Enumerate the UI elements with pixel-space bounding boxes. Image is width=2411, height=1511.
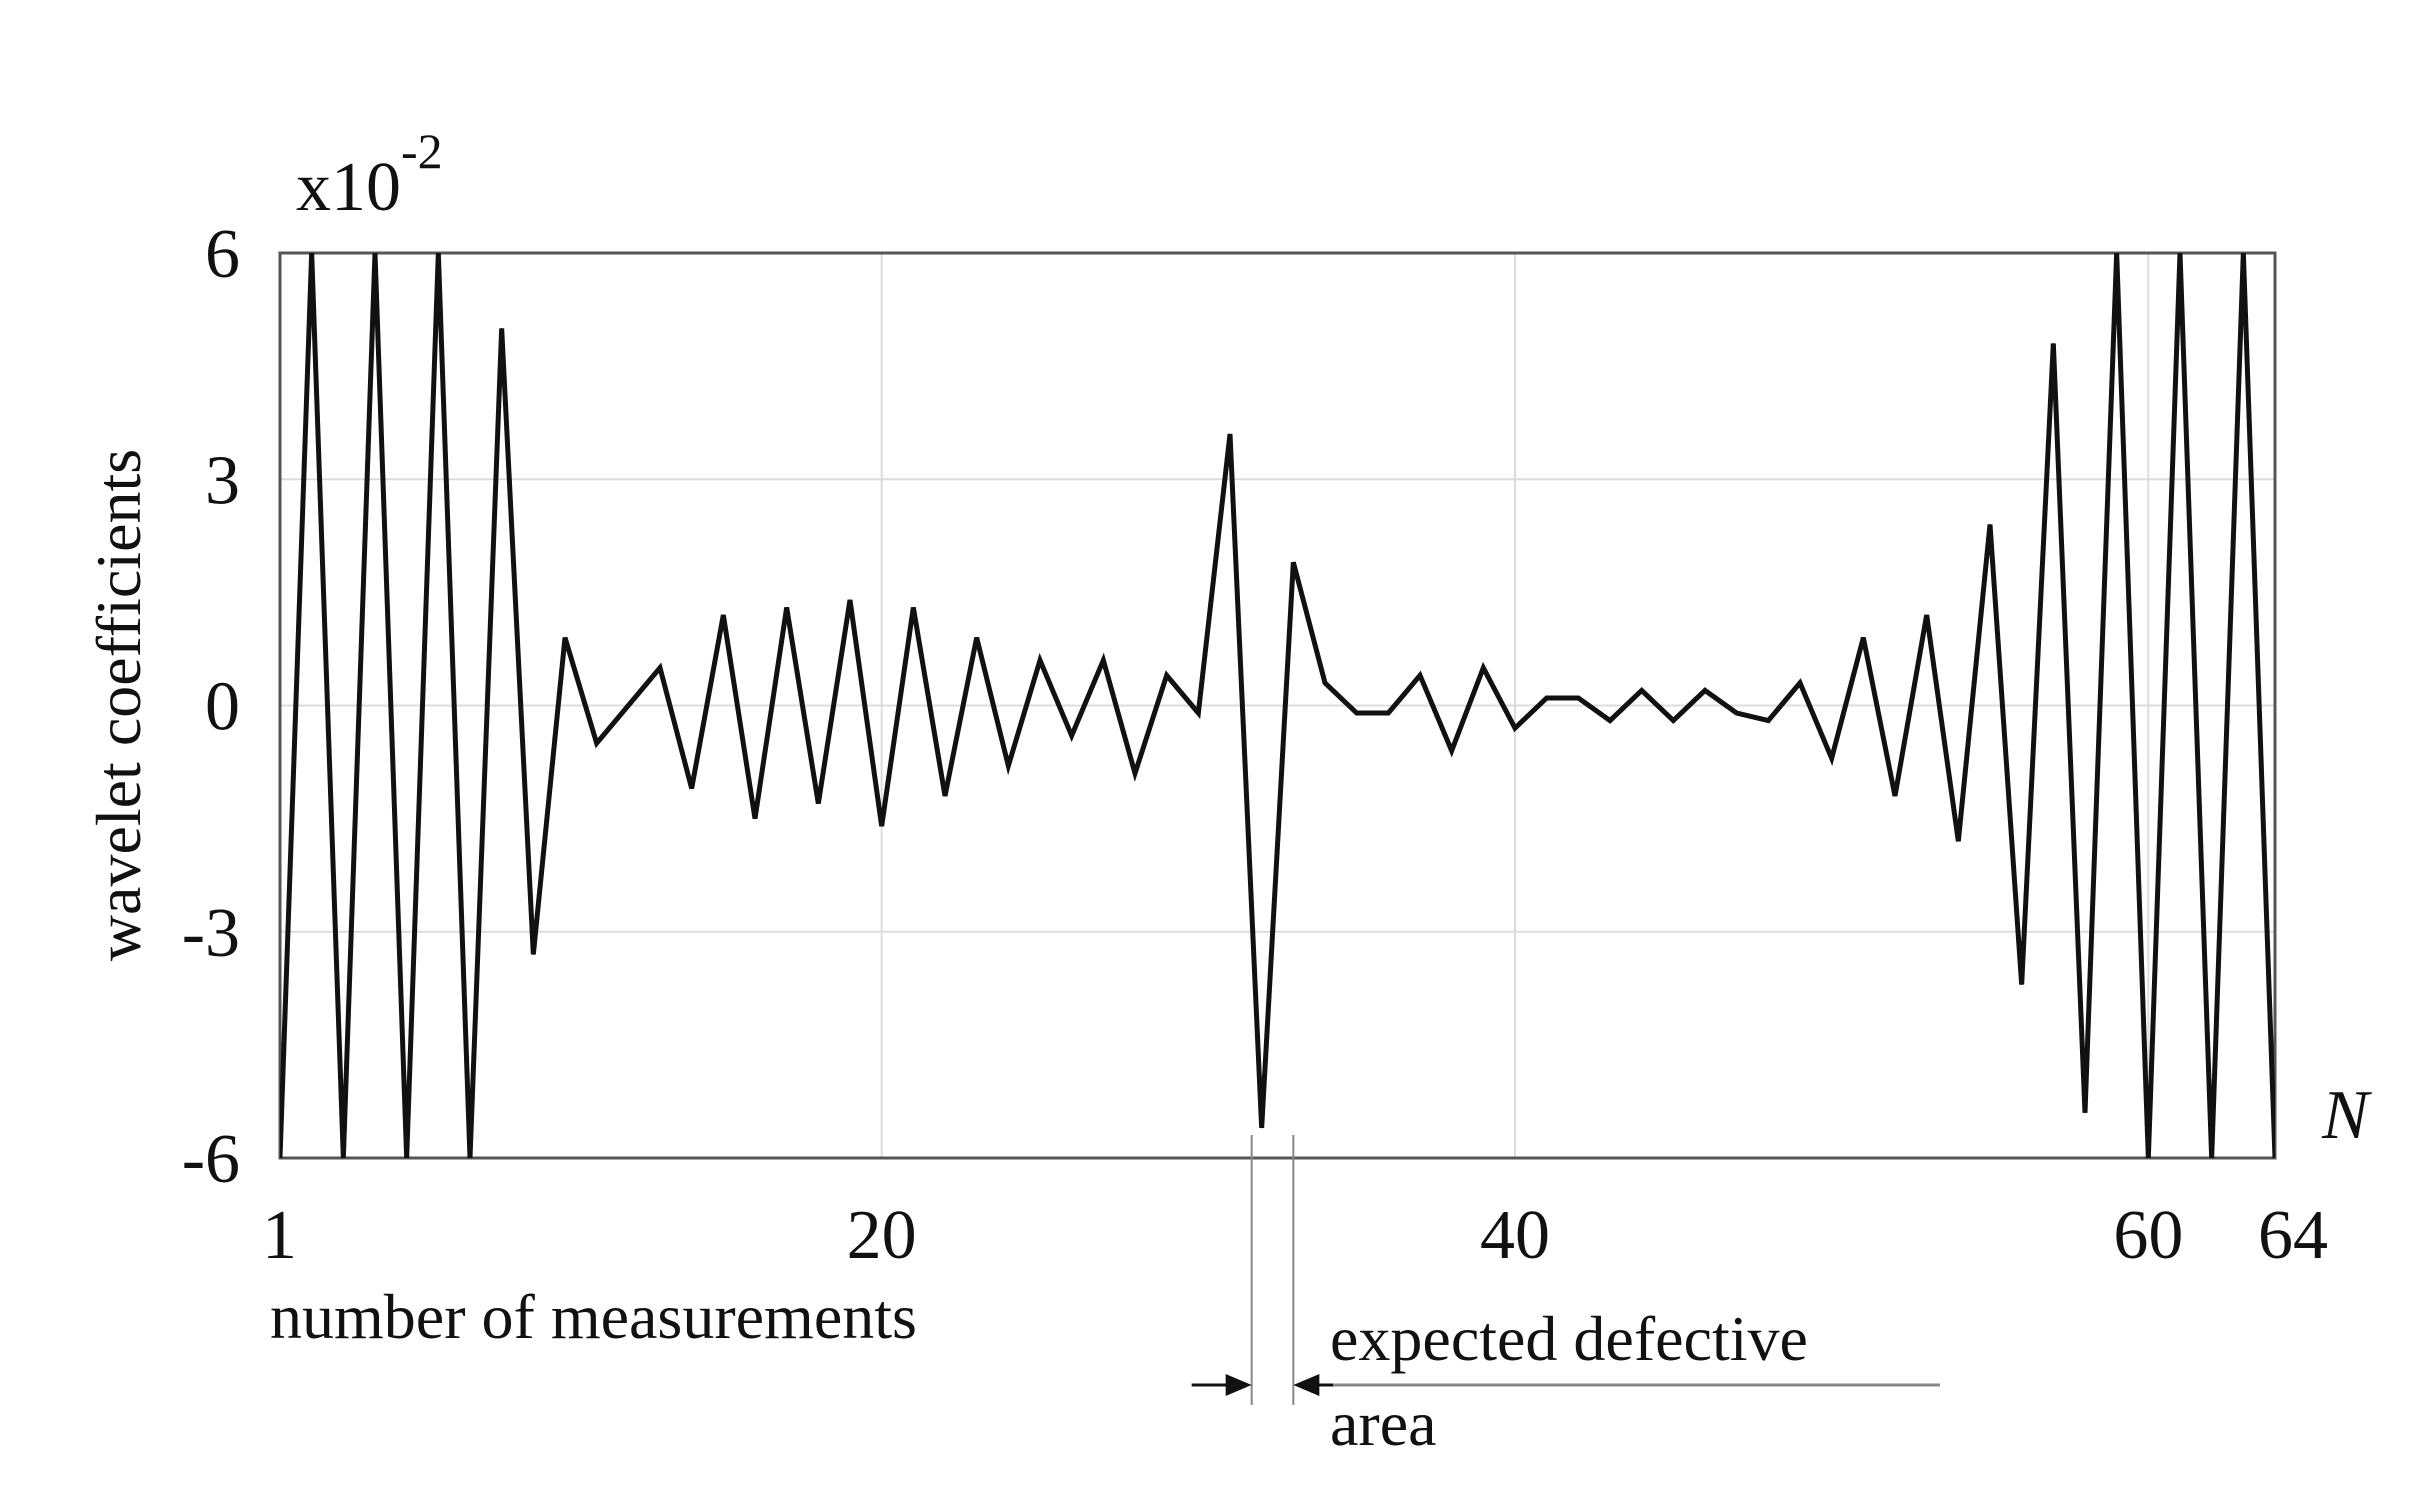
data-point <box>1926 614 1928 616</box>
scale-multiplier: x10-2 <box>296 123 443 226</box>
data-point <box>2211 1157 2213 1158</box>
data-point <box>881 825 883 827</box>
data-point <box>786 606 788 608</box>
data-point <box>1197 712 1199 714</box>
data-point <box>691 787 693 789</box>
data-point <box>374 253 376 254</box>
y-tick-label: -3 <box>182 895 240 972</box>
data-point <box>722 614 724 616</box>
data-point <box>1007 765 1009 767</box>
data-point <box>1102 659 1104 661</box>
grid-lines <box>280 253 2275 1158</box>
data-point <box>1324 682 1326 684</box>
data-point <box>1957 840 1959 842</box>
data-point <box>627 705 629 706</box>
data-point <box>1419 674 1421 676</box>
x-tick-labels: 1 20 40 60 64 <box>262 1197 2328 1274</box>
data-point <box>469 1157 471 1158</box>
data-point <box>849 599 851 601</box>
data-point <box>1261 1127 1263 1129</box>
y-tick-label: -6 <box>182 1121 240 1198</box>
data-point <box>342 1157 344 1158</box>
data-point <box>1451 750 1453 752</box>
data-point <box>1166 674 1168 676</box>
data-point <box>1862 637 1864 639</box>
defect-arrow-left-head <box>1225 1374 1252 1396</box>
data-point <box>1292 561 1294 563</box>
data-point <box>1514 727 1516 729</box>
data-point <box>1609 720 1611 722</box>
data-point <box>1831 757 1833 759</box>
data-point <box>2179 253 2181 254</box>
x-tick-label: 1 <box>262 1197 297 1274</box>
data-point <box>1134 772 1136 774</box>
defective-area-annotation: expected defective area <box>1191 1135 1940 1459</box>
data-point <box>1482 667 1484 669</box>
x-tick-label: 60 <box>2113 1197 2183 1274</box>
data-point <box>1894 795 1896 797</box>
defect-annotation-line2: area <box>1330 1388 1437 1459</box>
data-point <box>1736 712 1738 714</box>
data-point <box>944 795 946 797</box>
data-point <box>311 253 313 254</box>
data-point <box>976 637 978 639</box>
data-point <box>754 818 756 820</box>
data-point <box>1767 720 1769 722</box>
data-point <box>2052 343 2054 344</box>
data-point <box>437 253 439 254</box>
x-tick-label: 20 <box>847 1197 917 1274</box>
data-point <box>564 637 566 639</box>
series-layer <box>280 253 2275 1158</box>
data-point <box>406 1157 408 1158</box>
data-point <box>1672 720 1674 722</box>
data-point <box>2116 253 2118 254</box>
data-point <box>1641 689 1643 691</box>
data-point <box>1229 433 1231 435</box>
defect-arrow-right-head <box>1293 1374 1320 1396</box>
data-point <box>1704 689 1706 691</box>
y-tick-labels: 6 3 0 -3 -6 <box>182 216 240 1198</box>
y-tick-label: 6 <box>205 216 240 293</box>
data-point <box>2242 253 2244 254</box>
data-point <box>280 1157 281 1158</box>
data-point <box>2084 1112 2086 1114</box>
data-point <box>817 803 819 805</box>
data-point <box>1989 524 1991 525</box>
data-point <box>1546 697 1548 699</box>
data-point <box>596 742 598 744</box>
defect-annotation-line1: expected defective <box>1330 1303 1808 1374</box>
data-point <box>1799 682 1801 684</box>
data-point <box>1577 697 1579 699</box>
data-point <box>912 606 914 608</box>
series-line <box>280 253 2275 1158</box>
y-tick-label: 0 <box>205 669 240 746</box>
data-point <box>659 667 661 669</box>
x-tick-label: 40 <box>1480 1197 1550 1274</box>
x-axis-label: number of measurements <box>270 1281 917 1352</box>
x-tick-label: 64 <box>2258 1197 2328 1274</box>
data-point <box>2274 1157 2275 1158</box>
y-axis-label: wavelet coefficients <box>83 449 154 961</box>
data-point <box>2021 984 2023 986</box>
data-point <box>532 953 534 955</box>
data-point <box>1039 659 1041 661</box>
data-point <box>2147 1157 2149 1158</box>
plot-frame <box>278 251 2277 1160</box>
data-point <box>1071 735 1073 737</box>
x-axis-symbol: N <box>2321 1077 2372 1154</box>
y-tick-label: 3 <box>205 442 240 519</box>
data-point <box>501 327 503 329</box>
data-point <box>1356 712 1358 714</box>
data-point <box>1387 712 1389 714</box>
